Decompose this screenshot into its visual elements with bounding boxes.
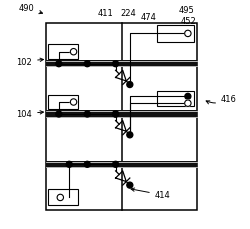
Text: 104: 104 xyxy=(16,110,44,119)
Bar xyxy=(46,23,197,210)
Circle shape xyxy=(113,112,118,117)
Circle shape xyxy=(70,49,77,56)
Circle shape xyxy=(56,112,62,117)
Circle shape xyxy=(185,101,191,107)
Circle shape xyxy=(185,31,191,38)
Text: 414: 414 xyxy=(131,188,170,199)
Text: 102: 102 xyxy=(16,57,44,66)
Text: 495: 495 xyxy=(179,6,194,15)
Text: 474: 474 xyxy=(141,13,157,22)
Circle shape xyxy=(84,162,90,168)
Text: 224: 224 xyxy=(120,8,136,17)
Circle shape xyxy=(113,112,118,117)
Bar xyxy=(46,111,197,118)
Circle shape xyxy=(113,162,118,168)
Bar xyxy=(46,161,197,168)
Bar xyxy=(48,190,78,206)
Circle shape xyxy=(127,132,133,138)
Circle shape xyxy=(84,61,90,67)
Circle shape xyxy=(56,61,62,67)
Circle shape xyxy=(70,99,77,106)
Circle shape xyxy=(84,112,90,117)
Text: 122: 122 xyxy=(64,48,80,57)
Circle shape xyxy=(66,162,72,168)
Circle shape xyxy=(127,82,133,88)
Circle shape xyxy=(57,194,64,201)
Bar xyxy=(48,45,78,60)
Circle shape xyxy=(113,61,118,67)
Bar xyxy=(157,26,194,43)
Bar xyxy=(46,61,197,68)
Bar xyxy=(48,95,78,110)
Circle shape xyxy=(127,182,133,188)
Text: 411: 411 xyxy=(98,8,114,17)
Text: 416: 416 xyxy=(206,95,237,104)
Text: 452: 452 xyxy=(181,16,197,25)
Circle shape xyxy=(185,94,191,100)
Bar xyxy=(157,92,194,106)
Text: 490: 490 xyxy=(19,4,42,15)
